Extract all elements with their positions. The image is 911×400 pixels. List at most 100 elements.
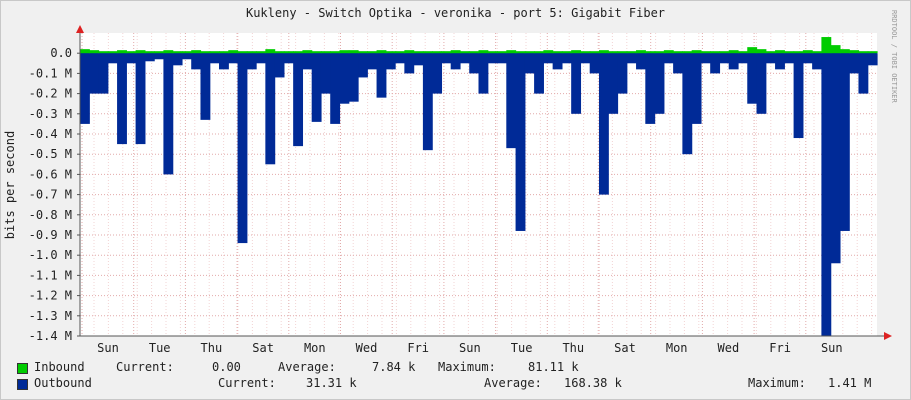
outbound-bar: [839, 53, 850, 231]
outbound-bar: [135, 53, 146, 145]
inbound-bar: [719, 51, 730, 54]
inbound-bar: [200, 51, 211, 54]
outbound-bar: [413, 53, 424, 66]
inbound-bar: [682, 51, 693, 54]
inbound-bar: [172, 51, 183, 54]
x-axis-ticks: Sun Tue Thu Sat Mon Wed Fri Sun Tue Thu Sat Mon Wed F…: [97, 341, 842, 355]
x-tick-label: Wed: [356, 341, 378, 355]
outbound-current-value: 31.31 k: [306, 376, 357, 390]
outbound-bar: [682, 53, 693, 155]
outbound-bar: [358, 53, 368, 78]
inbound-bar: [534, 51, 544, 54]
outbound-bar: [478, 53, 489, 94]
inbound-bar: [710, 51, 721, 54]
outbound-current-label: Current:: [218, 376, 276, 390]
outbound-bar: [561, 53, 572, 64]
outbound-bar: [608, 53, 619, 114]
inbound-bar: [478, 50, 489, 54]
inbound-bar: [459, 51, 470, 54]
outbound-bar: [144, 53, 155, 62]
outbound-bar: [663, 53, 674, 64]
inbound-current-label: Current:: [116, 360, 174, 374]
inbound-bar: [580, 51, 591, 54]
x-tick-label: Thu: [201, 341, 223, 355]
outbound-bar: [154, 53, 165, 60]
outbound-average-value: 168.38 k: [564, 376, 622, 390]
outbound-bar: [376, 53, 387, 98]
inbound-swatch: [17, 363, 28, 374]
outbound-bar: [172, 53, 183, 66]
inbound-bar: [358, 51, 368, 54]
inbound-bar: [700, 51, 711, 54]
y-tick-label: -0.1 M: [29, 66, 72, 80]
inbound-bar: [209, 51, 220, 54]
inbound-current-value: 0.00: [212, 360, 241, 374]
inbound-bar: [432, 51, 443, 54]
outbound-bar: [191, 53, 202, 70]
y-tick-label: -0.5 M: [29, 147, 72, 161]
y-tick-label: -1.4 M: [29, 329, 72, 343]
inbound-bar: [98, 51, 109, 54]
inbound-bar: [237, 51, 248, 54]
inbound-bar: [413, 51, 424, 54]
inbound-bar: [617, 51, 628, 54]
inbound-bar: [543, 50, 554, 54]
outbound-bar: [636, 53, 646, 70]
inbound-bar: [348, 50, 359, 54]
outbound-bar: [673, 53, 683, 74]
inbound-bar: [821, 37, 832, 54]
y-tick-label: -0.7 M: [29, 188, 72, 202]
inbound-bar: [506, 50, 517, 54]
inbound-bar: [728, 50, 739, 54]
y-tick-label: -1.0 M: [29, 248, 72, 262]
inbound-bar: [320, 51, 331, 54]
inbound-bar: [561, 51, 572, 54]
y-tick-label: 0.0: [50, 46, 72, 60]
outbound-bar: [395, 53, 405, 64]
chart-title: Kukleny - Switch Optika - veronika - por…: [245, 6, 666, 20]
inbound-bar: [246, 51, 257, 54]
inbound-bar: [330, 51, 341, 54]
outbound-bar: [311, 53, 322, 122]
outbound-maximum-value: 1.41 M: [828, 376, 872, 390]
inbound-bar: [673, 51, 683, 54]
x-tick-label: Wed: [718, 341, 740, 355]
outbound-bar: [756, 53, 767, 114]
x-axis-arrow: [884, 332, 892, 340]
outbound-bar: [617, 53, 628, 94]
inbound-bar: [775, 50, 785, 54]
outbound-bar: [821, 53, 832, 336]
inbound-bar: [293, 51, 304, 54]
inbound-maximum-value: 81.11 k: [528, 360, 579, 374]
inbound-bar: [571, 50, 582, 54]
y-tick-label: -0.3 M: [29, 107, 72, 121]
outbound-bar: [487, 53, 498, 64]
x-tick-label: Sat: [614, 341, 636, 355]
inbound-bar: [89, 50, 100, 54]
outbound-bar: [200, 53, 211, 120]
outbound-bar: [700, 53, 711, 64]
outbound-bar: [710, 53, 721, 74]
outbound-average-label: Average:: [484, 376, 542, 390]
rrdtool-watermark: RRDTOOL / TOBI OETIKER: [890, 10, 898, 103]
inbound-bar: [302, 50, 313, 54]
inbound-series: [80, 37, 878, 54]
inbound-bar: [524, 51, 535, 54]
inbound-bar: [181, 51, 192, 54]
outbound-bar: [589, 53, 600, 74]
outbound-bar: [524, 53, 535, 74]
x-tick-label: Sun: [97, 341, 119, 355]
inbound-bar: [691, 50, 702, 54]
inbound-bar: [339, 50, 350, 54]
inbound-bar: [812, 51, 822, 54]
outbound-bar: [849, 53, 860, 74]
inbound-bar: [126, 51, 137, 54]
inbound-bar: [867, 51, 878, 54]
inbound-bar: [117, 50, 127, 54]
inbound-bar: [515, 51, 526, 54]
outbound-bar: [163, 53, 174, 175]
inbound-bar: [737, 51, 748, 54]
outbound-bar: [219, 53, 229, 70]
outbound-bar: [543, 53, 554, 64]
